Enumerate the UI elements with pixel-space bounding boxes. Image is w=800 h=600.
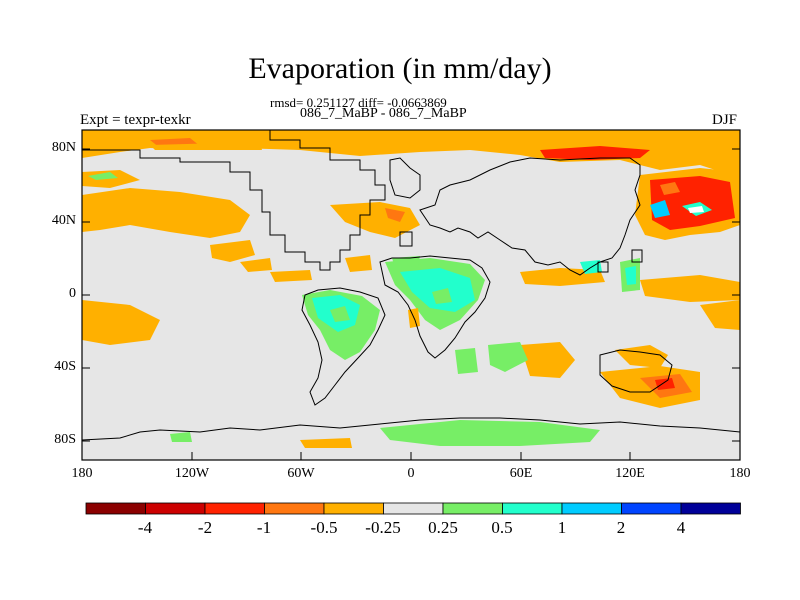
evaporation-field	[82, 130, 740, 448]
field-patch	[270, 270, 312, 282]
field-patch	[82, 188, 250, 238]
coastline-segment	[82, 417, 740, 441]
field-patch	[520, 342, 575, 378]
y-tick-label: 40N	[51, 213, 76, 228]
colorbar-swatch	[85, 502, 146, 515]
experiment-label: Expt = texpr-texkr	[80, 112, 191, 128]
field-patch	[660, 182, 680, 195]
field-patch	[640, 275, 740, 302]
x-tick-label: 60W	[287, 466, 315, 481]
field-patch	[455, 348, 478, 374]
y-tick-label: 0	[69, 286, 76, 301]
y-tick-label: 80N	[51, 140, 76, 155]
colorbar-swatch	[204, 502, 265, 515]
colorbar-swatch	[323, 502, 384, 515]
colorbar-swatch	[264, 502, 325, 515]
field-patch	[170, 432, 192, 442]
coastline-segment	[389, 157, 421, 199]
colorbar-label: 1	[557, 518, 567, 537]
field-patch	[82, 396, 260, 418]
coastline-segment	[82, 130, 386, 271]
map-title: Evaporation (in mm/day)	[248, 52, 552, 85]
field-patch	[688, 206, 704, 213]
colorbar-swatch	[680, 502, 741, 515]
x-tick-label: 120E	[615, 466, 645, 481]
field-patch	[380, 420, 600, 446]
x-tick-label: 60E	[509, 466, 533, 481]
field-patch	[392, 256, 420, 268]
colorbar-label: -1	[256, 518, 272, 537]
colorbar-swatch	[145, 502, 206, 515]
coastline-segment	[597, 261, 609, 273]
y-ticks	[82, 148, 740, 442]
colorbar-label: 0.5	[491, 518, 513, 537]
field-patch	[300, 438, 352, 448]
field-patch	[650, 200, 670, 218]
x-ticks	[81, 452, 741, 460]
coastlines	[82, 130, 740, 441]
coastline-segment	[419, 157, 641, 276]
field-patch	[88, 172, 118, 180]
field-patch	[432, 288, 452, 304]
y-tick-label: 40S	[54, 359, 76, 374]
field-patch	[400, 268, 475, 312]
subtitle: 086_7_MaBP - 086_7_MaBP	[300, 106, 467, 121]
coastline-segment	[599, 349, 673, 393]
colorbar-swatch	[383, 502, 444, 515]
stats-line: rmsd= 0.251127 diff= -0.0663869	[270, 95, 447, 110]
field-patch	[82, 300, 160, 345]
colorbar-label: 2	[616, 518, 626, 537]
field-patch	[345, 255, 372, 272]
field-patch	[700, 300, 740, 330]
colorbar-label: -0.25	[365, 518, 401, 537]
coastline-segment	[301, 287, 386, 406]
field-patch	[240, 258, 272, 272]
x-tick-label: 180	[729, 466, 751, 481]
colorbar-label: -0.5	[310, 518, 338, 537]
coastline-segment	[399, 231, 413, 247]
colorbar-swatch	[621, 502, 682, 515]
field-patch	[385, 208, 405, 222]
x-tick-label: 180	[71, 466, 93, 481]
y-tick-label: 80S	[54, 432, 76, 447]
field-patch	[488, 342, 528, 372]
colorbar-label: -4	[137, 518, 153, 537]
colorbar-label: 4	[676, 518, 686, 537]
colorbar-label: 0.25	[428, 518, 458, 537]
field-patch	[82, 130, 740, 178]
x-tick-label: 0	[407, 466, 415, 481]
field-patch	[150, 142, 262, 150]
season-label: DJF	[712, 112, 738, 128]
field-patch	[625, 266, 636, 285]
field-patch	[210, 240, 255, 262]
colorbar-swatch	[561, 502, 622, 515]
colorbar-label: -2	[197, 518, 213, 537]
field-patch	[655, 378, 675, 390]
colorbar-swatch	[502, 502, 563, 515]
colorbar	[85, 502, 741, 515]
x-tick-label: 120W	[174, 466, 210, 481]
field-patch	[540, 146, 650, 160]
coastline-segment	[631, 249, 643, 263]
field-patch	[330, 306, 350, 322]
coastline-segment	[379, 255, 491, 359]
colorbar-swatch	[442, 502, 503, 515]
